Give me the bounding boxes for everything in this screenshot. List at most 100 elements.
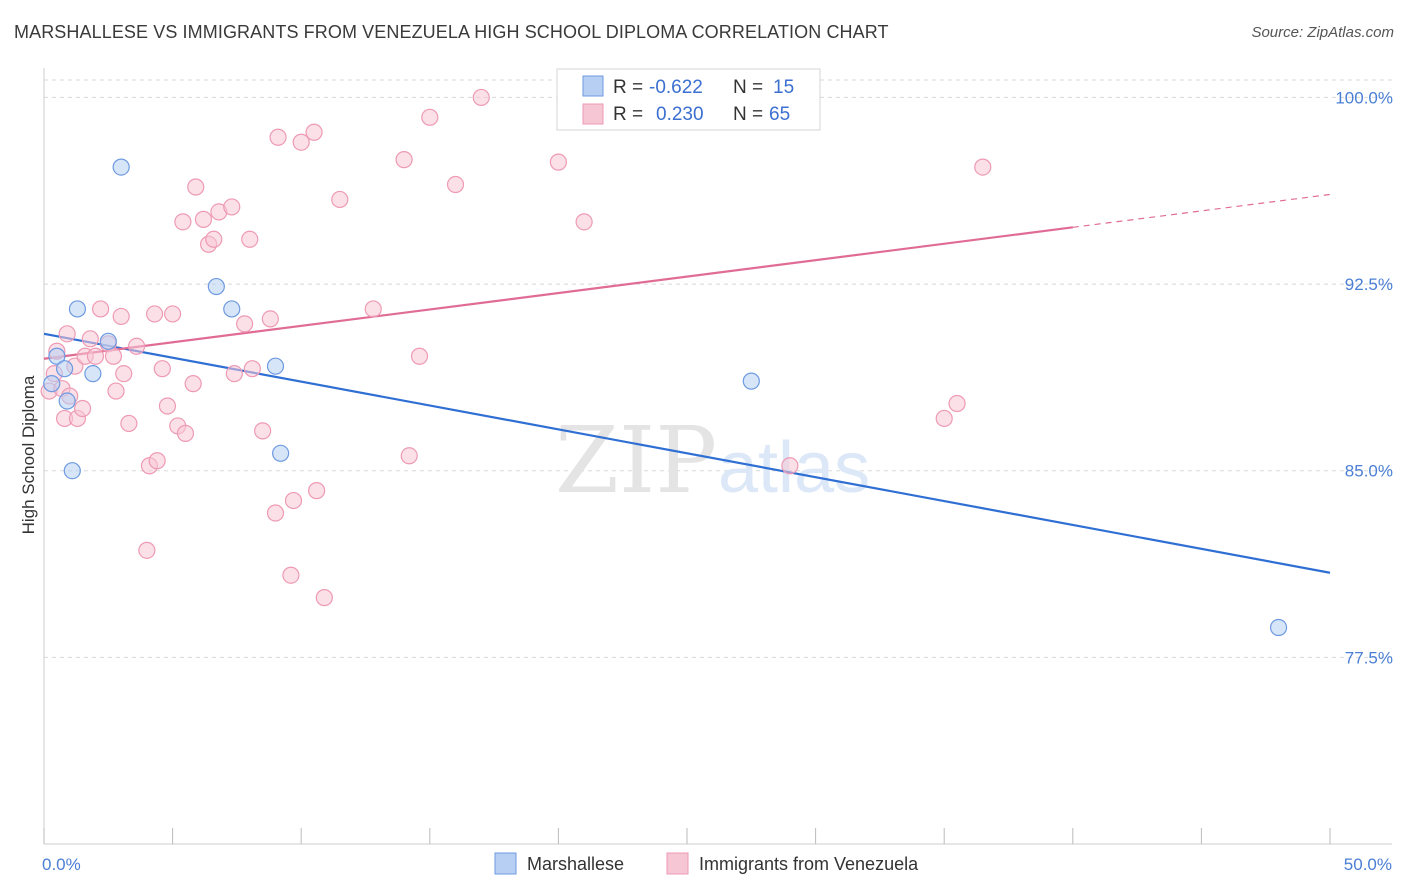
- venezuela-point-12: [86, 347, 105, 365]
- tick-labels: 100.0% 92.5% 85.0% 77.5% 0.0% 50.0%: [42, 88, 1393, 874]
- venezuela-point-56: [410, 347, 429, 365]
- venezuela-point-23: [145, 305, 164, 323]
- venezuela-point-18: [115, 365, 133, 383]
- legend-n-label-1: N =: [733, 77, 763, 98]
- venezuela-point-9: [73, 399, 92, 418]
- marshallese-point-9: [207, 277, 225, 296]
- marshallese-point-4: [63, 462, 81, 480]
- venezuela-point-40: [241, 230, 259, 248]
- venezuela-point-17: [112, 307, 130, 326]
- venezuela-point-5: [58, 325, 76, 343]
- venezuela-point-41: [243, 360, 261, 378]
- venezuela-point-62: [781, 457, 799, 475]
- legend-n-value-2: 65: [769, 104, 790, 125]
- marshallese-point-6: [84, 365, 102, 383]
- venezuela-point-16: [107, 382, 125, 400]
- legend: R = -0.622 N = 15 R = 0.230 N = 65: [556, 68, 821, 131]
- marshallese-point-11: [266, 357, 285, 375]
- y-tick-label-1: 92.5%: [1345, 275, 1393, 294]
- venezuela-point-37: [223, 198, 241, 216]
- venezuela-point-24: [148, 452, 166, 470]
- watermark-zip: ZIP: [555, 407, 717, 514]
- venezuela-point-51: [315, 589, 333, 607]
- venezuela-point-54: [395, 151, 413, 169]
- venezuela-point-38: [225, 365, 243, 383]
- venezuela-point-57: [421, 108, 439, 126]
- watermark: ZIP atlas: [555, 407, 870, 514]
- axes: [43, 68, 1392, 845]
- chart-title: MARSHALLESE VS IMMIGRANTS FROM VENEZUELA…: [14, 22, 889, 42]
- venezuela-point-65: [974, 158, 992, 176]
- legend-n-value-1: 15: [773, 77, 794, 98]
- venezuela-point-42: [254, 422, 272, 440]
- venezuela-point-53: [364, 300, 382, 318]
- legend-n-label-2: N =: [733, 104, 763, 125]
- legend-swatch-venezuela: [582, 103, 604, 125]
- y-axis-title: High School Diploma: [19, 375, 38, 534]
- venezuela-point-26: [158, 397, 177, 415]
- venezuela-point-61: [575, 213, 593, 231]
- legend-r-value-2: 0.230: [656, 104, 704, 125]
- venezuela-point-64: [948, 394, 966, 413]
- venezuela-point-13: [91, 300, 110, 318]
- marshallese-point-12: [272, 444, 290, 462]
- venezuela-point-48: [292, 133, 310, 151]
- venezuela-point-47: [284, 491, 303, 510]
- marshallese-point-3: [58, 392, 76, 410]
- venezuela-point-44: [266, 504, 285, 522]
- venezuela-point-25: [153, 360, 171, 378]
- legend-r-label-2: R =: [613, 104, 643, 125]
- venezuela-point-52: [331, 190, 349, 209]
- marshallese-point-5: [68, 300, 87, 318]
- venezuela-point-35: [205, 230, 223, 248]
- trend-line-ext-1: [1072, 193, 1331, 228]
- venezuela-point-29: [174, 213, 192, 231]
- venezuela-point-60: [549, 153, 568, 171]
- series-legend: Marshallese Immigrants from Venezuela: [494, 852, 919, 875]
- marshallese-point-14: [1269, 618, 1288, 637]
- venezuela-point-15: [104, 347, 123, 365]
- legend-r-label-1: R =: [613, 77, 643, 98]
- marshallese-point-0: [43, 375, 61, 393]
- marshallese-point-2: [55, 360, 74, 378]
- series-legend-label-venezuela: Immigrants from Venezuela: [699, 854, 919, 874]
- marshallese-point-1: [48, 347, 66, 365]
- venezuela-point-21: [138, 541, 156, 559]
- venezuela-point-32: [187, 178, 205, 196]
- venezuela-point-11: [81, 330, 99, 348]
- venezuela-point-19: [120, 414, 138, 433]
- venezuela-point-50: [308, 482, 326, 500]
- marshallese-point-7: [99, 332, 117, 350]
- legend-swatch-marshallese: [582, 75, 604, 97]
- trend-lines: [43, 193, 1331, 574]
- marshallese-point-10: [223, 300, 241, 318]
- marshallese-point-13: [742, 372, 760, 390]
- y-tick-label-3: 77.5%: [1345, 648, 1393, 667]
- marshallese-point-8: [112, 158, 130, 176]
- series-legend-swatch-marshallese: [494, 852, 517, 875]
- venezuela-point-59: [472, 88, 490, 107]
- source-label: Source: ZipAtlas.com: [1251, 24, 1394, 41]
- x-tick-label-1: 50.0%: [1344, 855, 1392, 874]
- venezuela-point-49: [305, 123, 323, 141]
- venezuela-point-27: [164, 305, 182, 323]
- y-tick-label-0: 100.0%: [1335, 88, 1393, 107]
- venezuela-point-63: [935, 409, 953, 428]
- venezuela-point-39: [236, 315, 254, 333]
- legend-r-value-1: -0.622: [649, 77, 703, 98]
- venezuela-point-46: [282, 566, 300, 584]
- data-points: [40, 88, 1288, 637]
- x-tick-label-0: 0.0%: [42, 855, 81, 874]
- venezuela-point-45: [269, 128, 287, 146]
- venezuela-point-20: [127, 337, 146, 355]
- venezuela-point-43: [261, 310, 279, 328]
- venezuela-point-30: [176, 424, 195, 442]
- venezuela-point-55: [400, 447, 418, 465]
- y-tick-label-2: 85.0%: [1345, 462, 1393, 481]
- trend-line-1: [43, 226, 1073, 360]
- venezuela-point-33: [194, 210, 213, 228]
- venezuela-point-58: [446, 175, 465, 194]
- venezuela-point-31: [184, 375, 202, 393]
- series-legend-swatch-venezuela: [666, 852, 689, 875]
